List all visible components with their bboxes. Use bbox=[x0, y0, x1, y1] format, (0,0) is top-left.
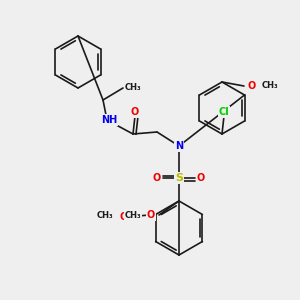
Text: O: O bbox=[147, 210, 155, 220]
Text: O: O bbox=[119, 212, 128, 221]
Text: CH₃: CH₃ bbox=[97, 211, 114, 220]
Text: N: N bbox=[175, 141, 183, 151]
Text: CH₃: CH₃ bbox=[125, 82, 142, 91]
Text: S: S bbox=[175, 173, 183, 183]
Text: CH₃: CH₃ bbox=[262, 80, 279, 89]
Text: Cl: Cl bbox=[219, 107, 230, 117]
Text: CH₃: CH₃ bbox=[124, 212, 141, 220]
Text: O: O bbox=[131, 107, 139, 117]
Text: NH: NH bbox=[101, 115, 117, 125]
Text: O: O bbox=[153, 173, 161, 183]
Text: O: O bbox=[197, 173, 205, 183]
Text: O: O bbox=[248, 81, 256, 91]
